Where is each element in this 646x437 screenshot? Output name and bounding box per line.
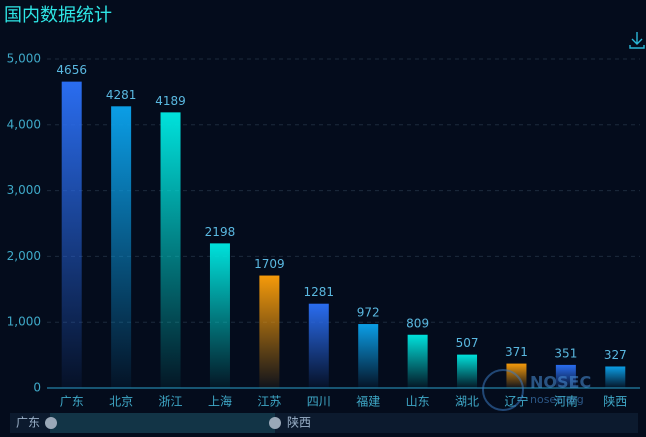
zoom-handle[interactable]: [45, 417, 57, 429]
y-tick-label: 0: [33, 381, 41, 395]
value-label: 972: [357, 306, 380, 320]
x-tick-label: 浙江: [159, 395, 183, 409]
y-tick-label: 3,000: [7, 183, 41, 197]
watermark: NOSEC nosec.org: [482, 369, 591, 411]
value-label: 1709: [254, 257, 285, 271]
x-tick-label: 陕西: [603, 394, 627, 409]
bar: [555, 364, 576, 388]
y-tick-label: 4,000: [7, 117, 41, 131]
bar: [457, 354, 478, 388]
y-tick-label: 5,000: [7, 52, 41, 66]
download-icon[interactable]: [629, 32, 645, 49]
value-label: 507: [456, 336, 479, 350]
watermark-text: nosec.org: [530, 393, 584, 406]
bar: [407, 334, 428, 388]
x-tick-label: 湖北: [455, 394, 479, 409]
x-tick-label: 山东: [406, 395, 430, 409]
value-label: 809: [406, 316, 429, 330]
value-label: 327: [604, 348, 627, 362]
x-tick-label: 辽宁: [504, 394, 528, 409]
bar: [605, 366, 626, 388]
bar: [308, 303, 329, 388]
bar: [111, 106, 132, 388]
x-tick-label: 河南: [554, 394, 578, 409]
bar: [259, 275, 280, 388]
zoom-window[interactable]: [50, 413, 275, 433]
value-label: 2198: [205, 225, 236, 239]
x-tick-label: 上海: [208, 394, 232, 409]
bar: [160, 112, 181, 388]
x-tick-label: 福建: [356, 394, 380, 409]
value-label: 4281: [106, 88, 137, 102]
zoom-end-label: 陕西: [287, 415, 311, 430]
bar: [61, 81, 82, 389]
chart-title: 国内数据统计: [4, 5, 112, 26]
x-tick-label: 江苏: [257, 395, 281, 409]
zoom-handle[interactable]: [269, 417, 281, 429]
watermark-text: NOSEC: [530, 373, 591, 392]
x-tick-label: 广东: [60, 395, 84, 409]
y-tick-label: 1,000: [7, 315, 41, 329]
value-label: 4189: [155, 94, 186, 108]
value-label: 4656: [56, 63, 87, 77]
value-label: 371: [505, 345, 528, 359]
zoom-start-label: 广东: [16, 416, 40, 430]
bar: [209, 243, 230, 388]
x-tick-label: 四川: [307, 395, 331, 409]
y-tick-label: 2,000: [7, 249, 41, 263]
bar: [358, 324, 379, 388]
value-label: 1281: [304, 285, 335, 299]
value-label: 351: [554, 346, 577, 360]
x-tick-label: 北京: [109, 395, 133, 409]
